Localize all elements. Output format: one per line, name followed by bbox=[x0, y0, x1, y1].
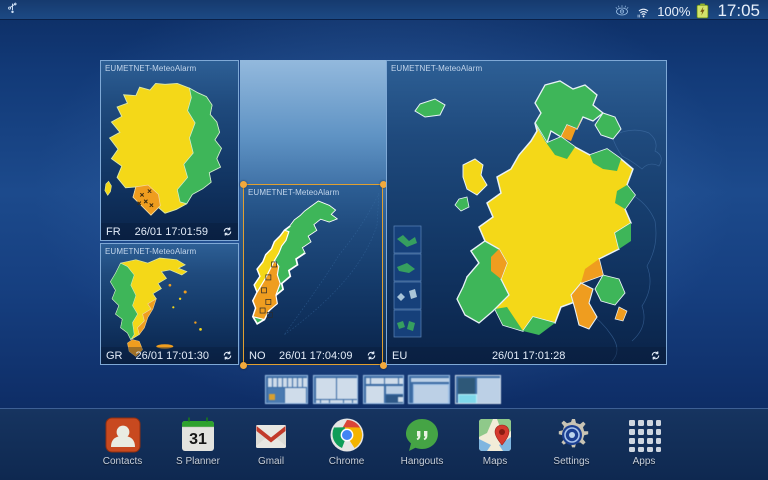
svg-text:31: 31 bbox=[189, 431, 207, 448]
